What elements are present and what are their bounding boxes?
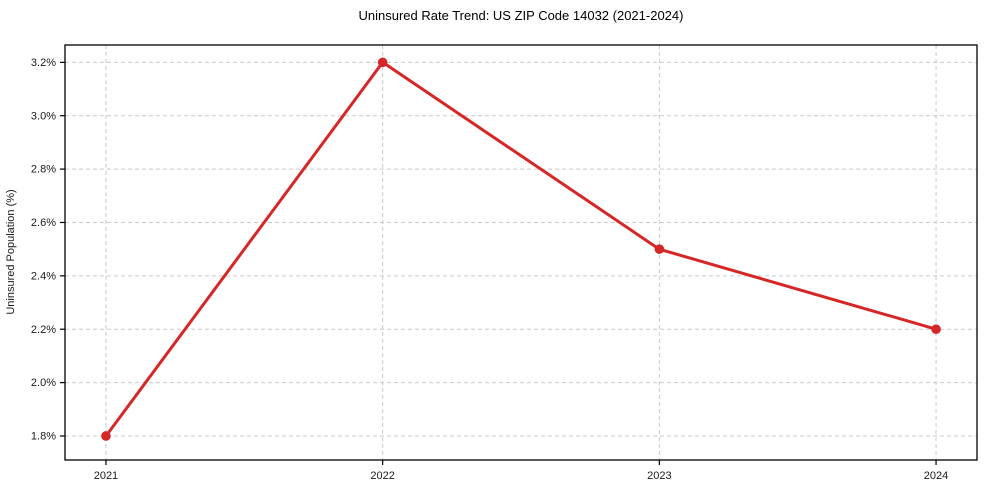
plot-border <box>64 44 978 461</box>
y-tick-label: 2.0% <box>31 377 56 389</box>
x-tick-label: 2023 <box>647 470 671 482</box>
plot-area: 1.8% 2.0% 2.2% 2.4% 2.6% 2.8% 3.0% 3.2% 2021 2022… <box>31 44 978 482</box>
y-axis-label: Uninsured Population (%) <box>5 189 17 314</box>
trend-line <box>104 60 938 438</box>
y-tick-label: 2.2% <box>31 324 56 336</box>
data-point-marker <box>101 431 111 441</box>
chart-title: Uninsured Rate Trend: US ZIP Code 14032 … <box>359 8 684 23</box>
y-tick-label: 3.0% <box>31 110 56 122</box>
x-tick-label: 2021 <box>94 470 118 482</box>
data-point-marker <box>377 57 388 68</box>
x-tick-label: 2024 <box>924 470 948 482</box>
y-tick-label: 2.4% <box>31 270 56 282</box>
y-tick-label: 2.8% <box>31 164 56 176</box>
y-tick-label: 1.8% <box>31 431 56 443</box>
data-point-marker <box>654 244 665 254</box>
x-tick-label: 2022 <box>370 470 394 482</box>
y-tick-label: 3.2% <box>31 57 56 69</box>
y-tick-label: 2.6% <box>31 217 56 229</box>
data-point-marker <box>931 324 941 335</box>
